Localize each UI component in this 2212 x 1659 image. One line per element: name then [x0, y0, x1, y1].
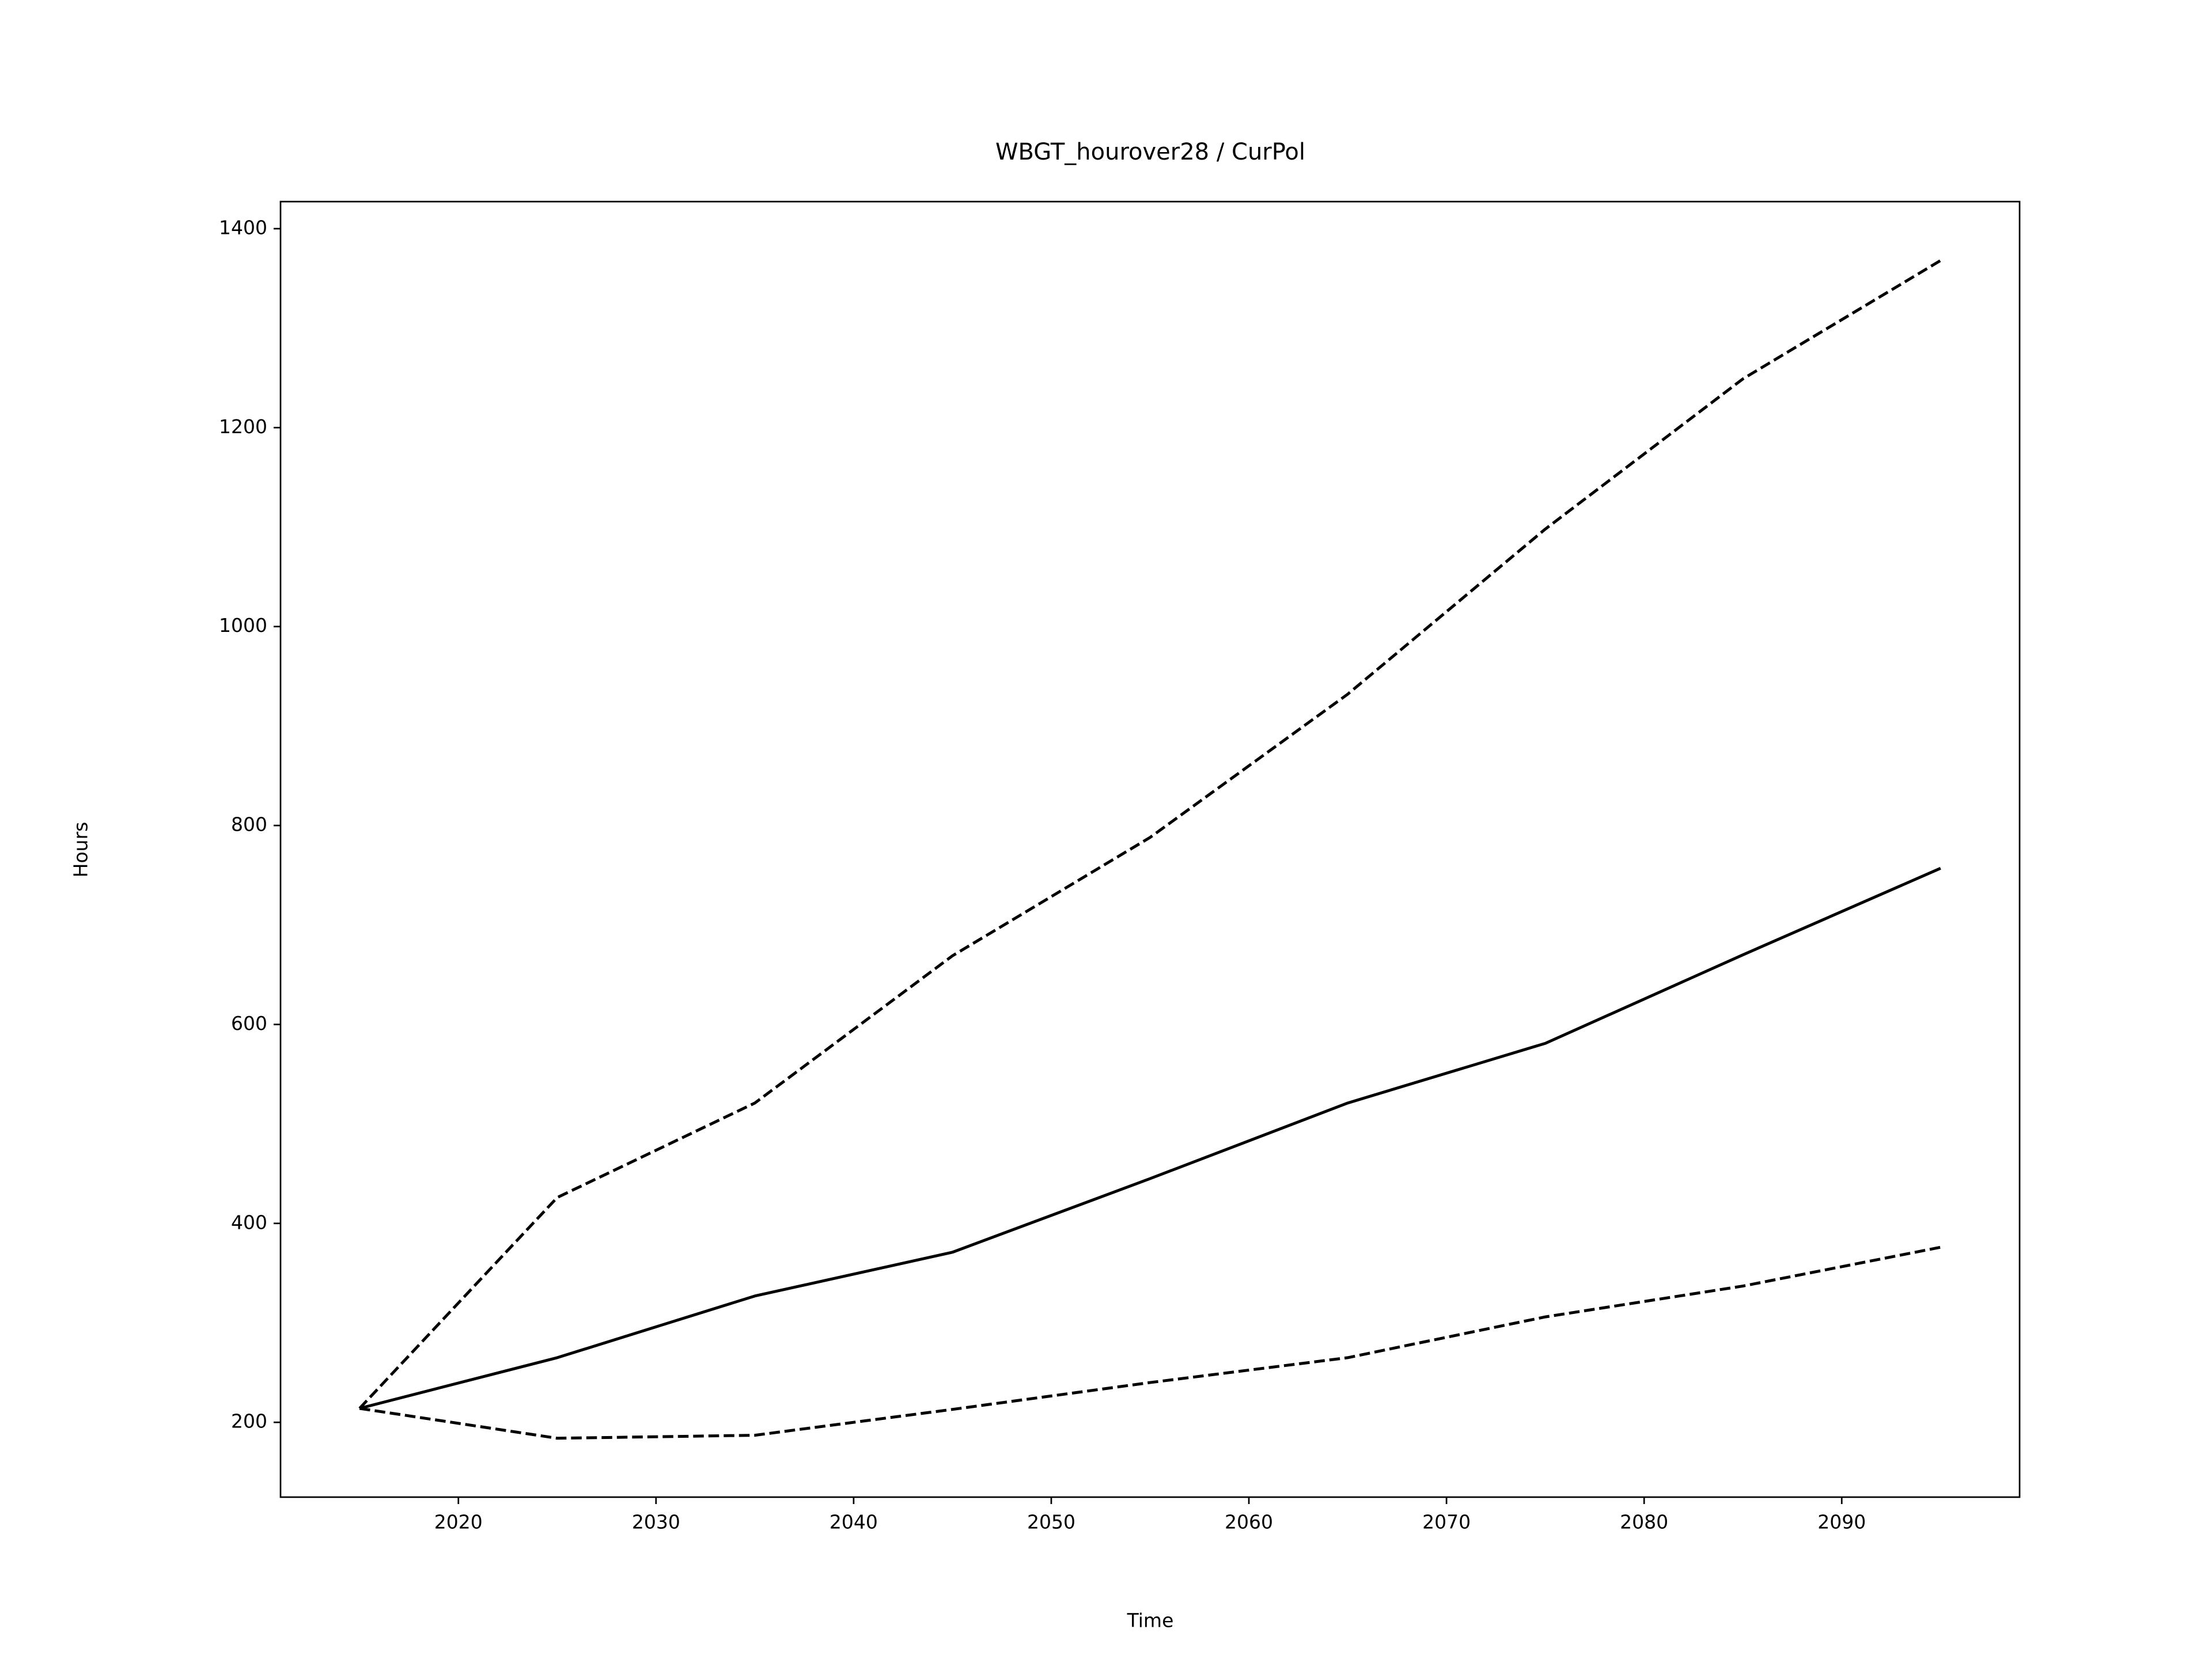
x-tick-label: 2050 — [1027, 1511, 1075, 1533]
x-tick-label: 2020 — [434, 1511, 483, 1533]
x-tick-label: 2080 — [1620, 1511, 1668, 1533]
y-axis-label: Hours — [70, 822, 92, 878]
x-axis-label: Time — [1127, 1609, 1174, 1632]
x-tick-label: 2030 — [632, 1511, 680, 1533]
x-tick-label: 2040 — [830, 1511, 878, 1533]
y-tick-label: 800 — [231, 813, 267, 836]
y-tick-label: 1400 — [219, 216, 267, 238]
series-line — [359, 1245, 1941, 1440]
y-tick-label: 600 — [231, 1012, 267, 1035]
x-tick-label: 2090 — [1817, 1511, 1866, 1533]
series-line — [358, 259, 1942, 1410]
x-tick-label: 2060 — [1225, 1511, 1273, 1533]
series-line — [359, 867, 1941, 1410]
y-tick-label: 200 — [231, 1410, 267, 1433]
y-tick-label: 1000 — [219, 614, 267, 637]
y-tick-label: 1200 — [219, 415, 267, 438]
x-tick-label: 2070 — [1422, 1511, 1471, 1533]
y-tick-label: 400 — [231, 1211, 267, 1233]
plot-frame — [279, 200, 2021, 1498]
chart-title: WBGT_hourover28 / CurPol — [995, 139, 1305, 165]
